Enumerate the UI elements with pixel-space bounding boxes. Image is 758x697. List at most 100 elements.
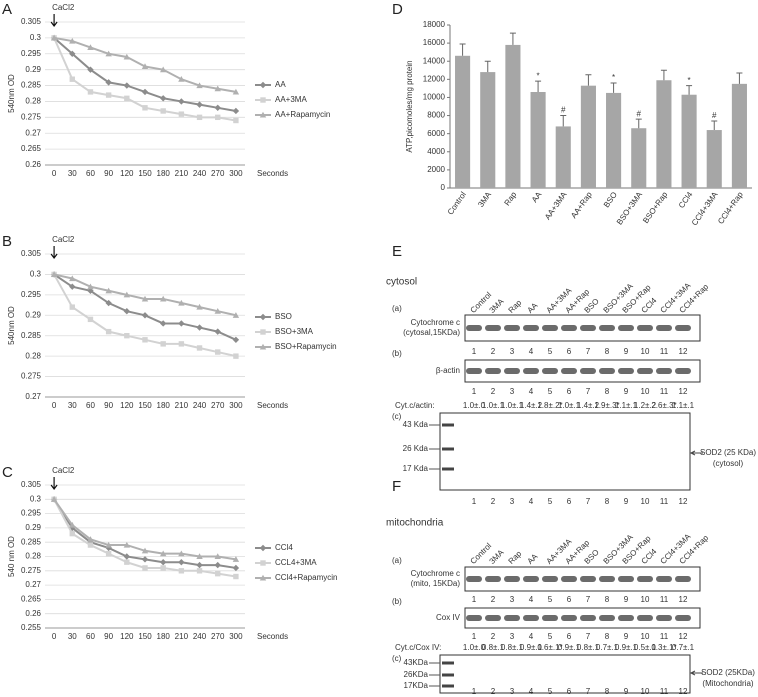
- band: [675, 615, 691, 621]
- lane-number: 4: [529, 687, 534, 696]
- point: [105, 287, 112, 294]
- lane-number: 3: [510, 387, 515, 396]
- y-tick-label: 0.285: [21, 537, 42, 546]
- lane-number: 4: [529, 387, 534, 396]
- lane-number: 12: [679, 387, 688, 396]
- lane-number: 1: [472, 632, 477, 641]
- point: [87, 89, 94, 95]
- point: [50, 271, 58, 277]
- x-tick-label: 30: [68, 169, 77, 178]
- band: [675, 325, 691, 331]
- y-tick-label: 0.3: [30, 494, 42, 503]
- lane-number: 7: [586, 632, 591, 641]
- lane-number: 7: [586, 595, 591, 604]
- x-tick-label: 60: [86, 169, 95, 178]
- point: [141, 312, 149, 319]
- x-tick-label: AA+3MA: [543, 190, 569, 222]
- point: [87, 44, 94, 50]
- sod-sub: (Mitochondria): [702, 679, 753, 688]
- lane-number: 8: [605, 595, 610, 604]
- point: [123, 53, 131, 60]
- point: [105, 92, 112, 98]
- row-tag: (b): [392, 597, 402, 606]
- bar: [706, 130, 722, 188]
- x-tick-label: 0: [52, 401, 57, 410]
- point: [196, 553, 203, 560]
- ratio: 0.8±.1: [577, 643, 600, 652]
- panel-label: F: [392, 478, 401, 495]
- point: [87, 536, 94, 542]
- point: [232, 107, 240, 115]
- point: [178, 98, 185, 105]
- point: [178, 559, 185, 566]
- point: [178, 320, 185, 327]
- error-bar: [610, 82, 617, 93]
- error-bar: [509, 32, 516, 45]
- point: [178, 299, 185, 306]
- ratio: 1.8±.2*: [537, 401, 562, 410]
- point: [50, 34, 58, 41]
- band: [466, 368, 482, 374]
- lane-number: 8: [605, 687, 610, 696]
- point: [69, 76, 75, 82]
- point: [259, 544, 267, 552]
- x-tick-label: 150: [138, 401, 152, 410]
- y-tick-label: 14000: [423, 56, 446, 65]
- size-marker: 26KDa: [404, 670, 429, 679]
- point: [232, 336, 240, 343]
- band: [599, 325, 615, 331]
- lane-number: 3: [510, 595, 515, 604]
- row-tag: (c): [392, 412, 402, 421]
- point: [232, 556, 240, 562]
- band: [637, 576, 653, 582]
- point: [159, 320, 167, 327]
- x-tick-label: 270: [211, 401, 225, 410]
- bar: [681, 94, 697, 188]
- arrow: [50, 477, 58, 490]
- lane-number: 5: [548, 387, 553, 396]
- point: [260, 97, 266, 103]
- band: [523, 325, 539, 331]
- point: [259, 574, 267, 581]
- panel-label: B: [2, 233, 12, 250]
- lane-number: 11: [660, 595, 669, 604]
- point: [87, 539, 94, 546]
- ladder-band: [442, 467, 454, 471]
- point: [105, 328, 112, 335]
- point: [69, 50, 76, 57]
- lane-number: 11: [660, 497, 669, 506]
- lane-number: 4: [529, 595, 534, 604]
- y-tick-label: 0.285: [21, 81, 42, 90]
- lane-number: 6: [567, 347, 572, 356]
- compartment-label: mitochondria: [386, 518, 444, 529]
- x-tick-label: 30: [68, 401, 77, 410]
- point: [159, 295, 167, 302]
- point: [123, 553, 131, 560]
- lane-number: 10: [641, 497, 650, 506]
- lane-number: 2: [491, 387, 496, 396]
- point: [178, 76, 185, 82]
- significance-marker: *: [612, 73, 615, 82]
- legend-label: CCL4+3MA: [275, 558, 317, 567]
- ratio: 1.4±.2: [577, 401, 600, 410]
- band: [637, 615, 653, 621]
- legend-label: BSO+3MA: [275, 327, 314, 336]
- point: [105, 79, 112, 86]
- lane-number: 12: [679, 347, 688, 356]
- lane-number: 12: [679, 595, 688, 604]
- x-tick-label: 60: [86, 632, 95, 641]
- x-tick-label: 270: [211, 169, 225, 178]
- x-tick-label: CCl4+Rap: [716, 190, 745, 226]
- bar: [455, 55, 471, 189]
- band: [580, 615, 596, 621]
- y-tick-label: 0.295: [21, 509, 42, 518]
- band: [485, 368, 501, 374]
- point: [123, 308, 131, 315]
- ratio: 1.0±.1: [482, 401, 505, 410]
- lane-number: 1: [472, 595, 477, 604]
- ratio: 1.0±.1: [501, 401, 524, 410]
- sod-name: SOD2 (25KDa): [701, 668, 755, 677]
- size-marker: 43 Kda: [403, 420, 429, 429]
- band: [542, 325, 558, 331]
- row-sub: (cytosal,15KDa): [403, 328, 460, 337]
